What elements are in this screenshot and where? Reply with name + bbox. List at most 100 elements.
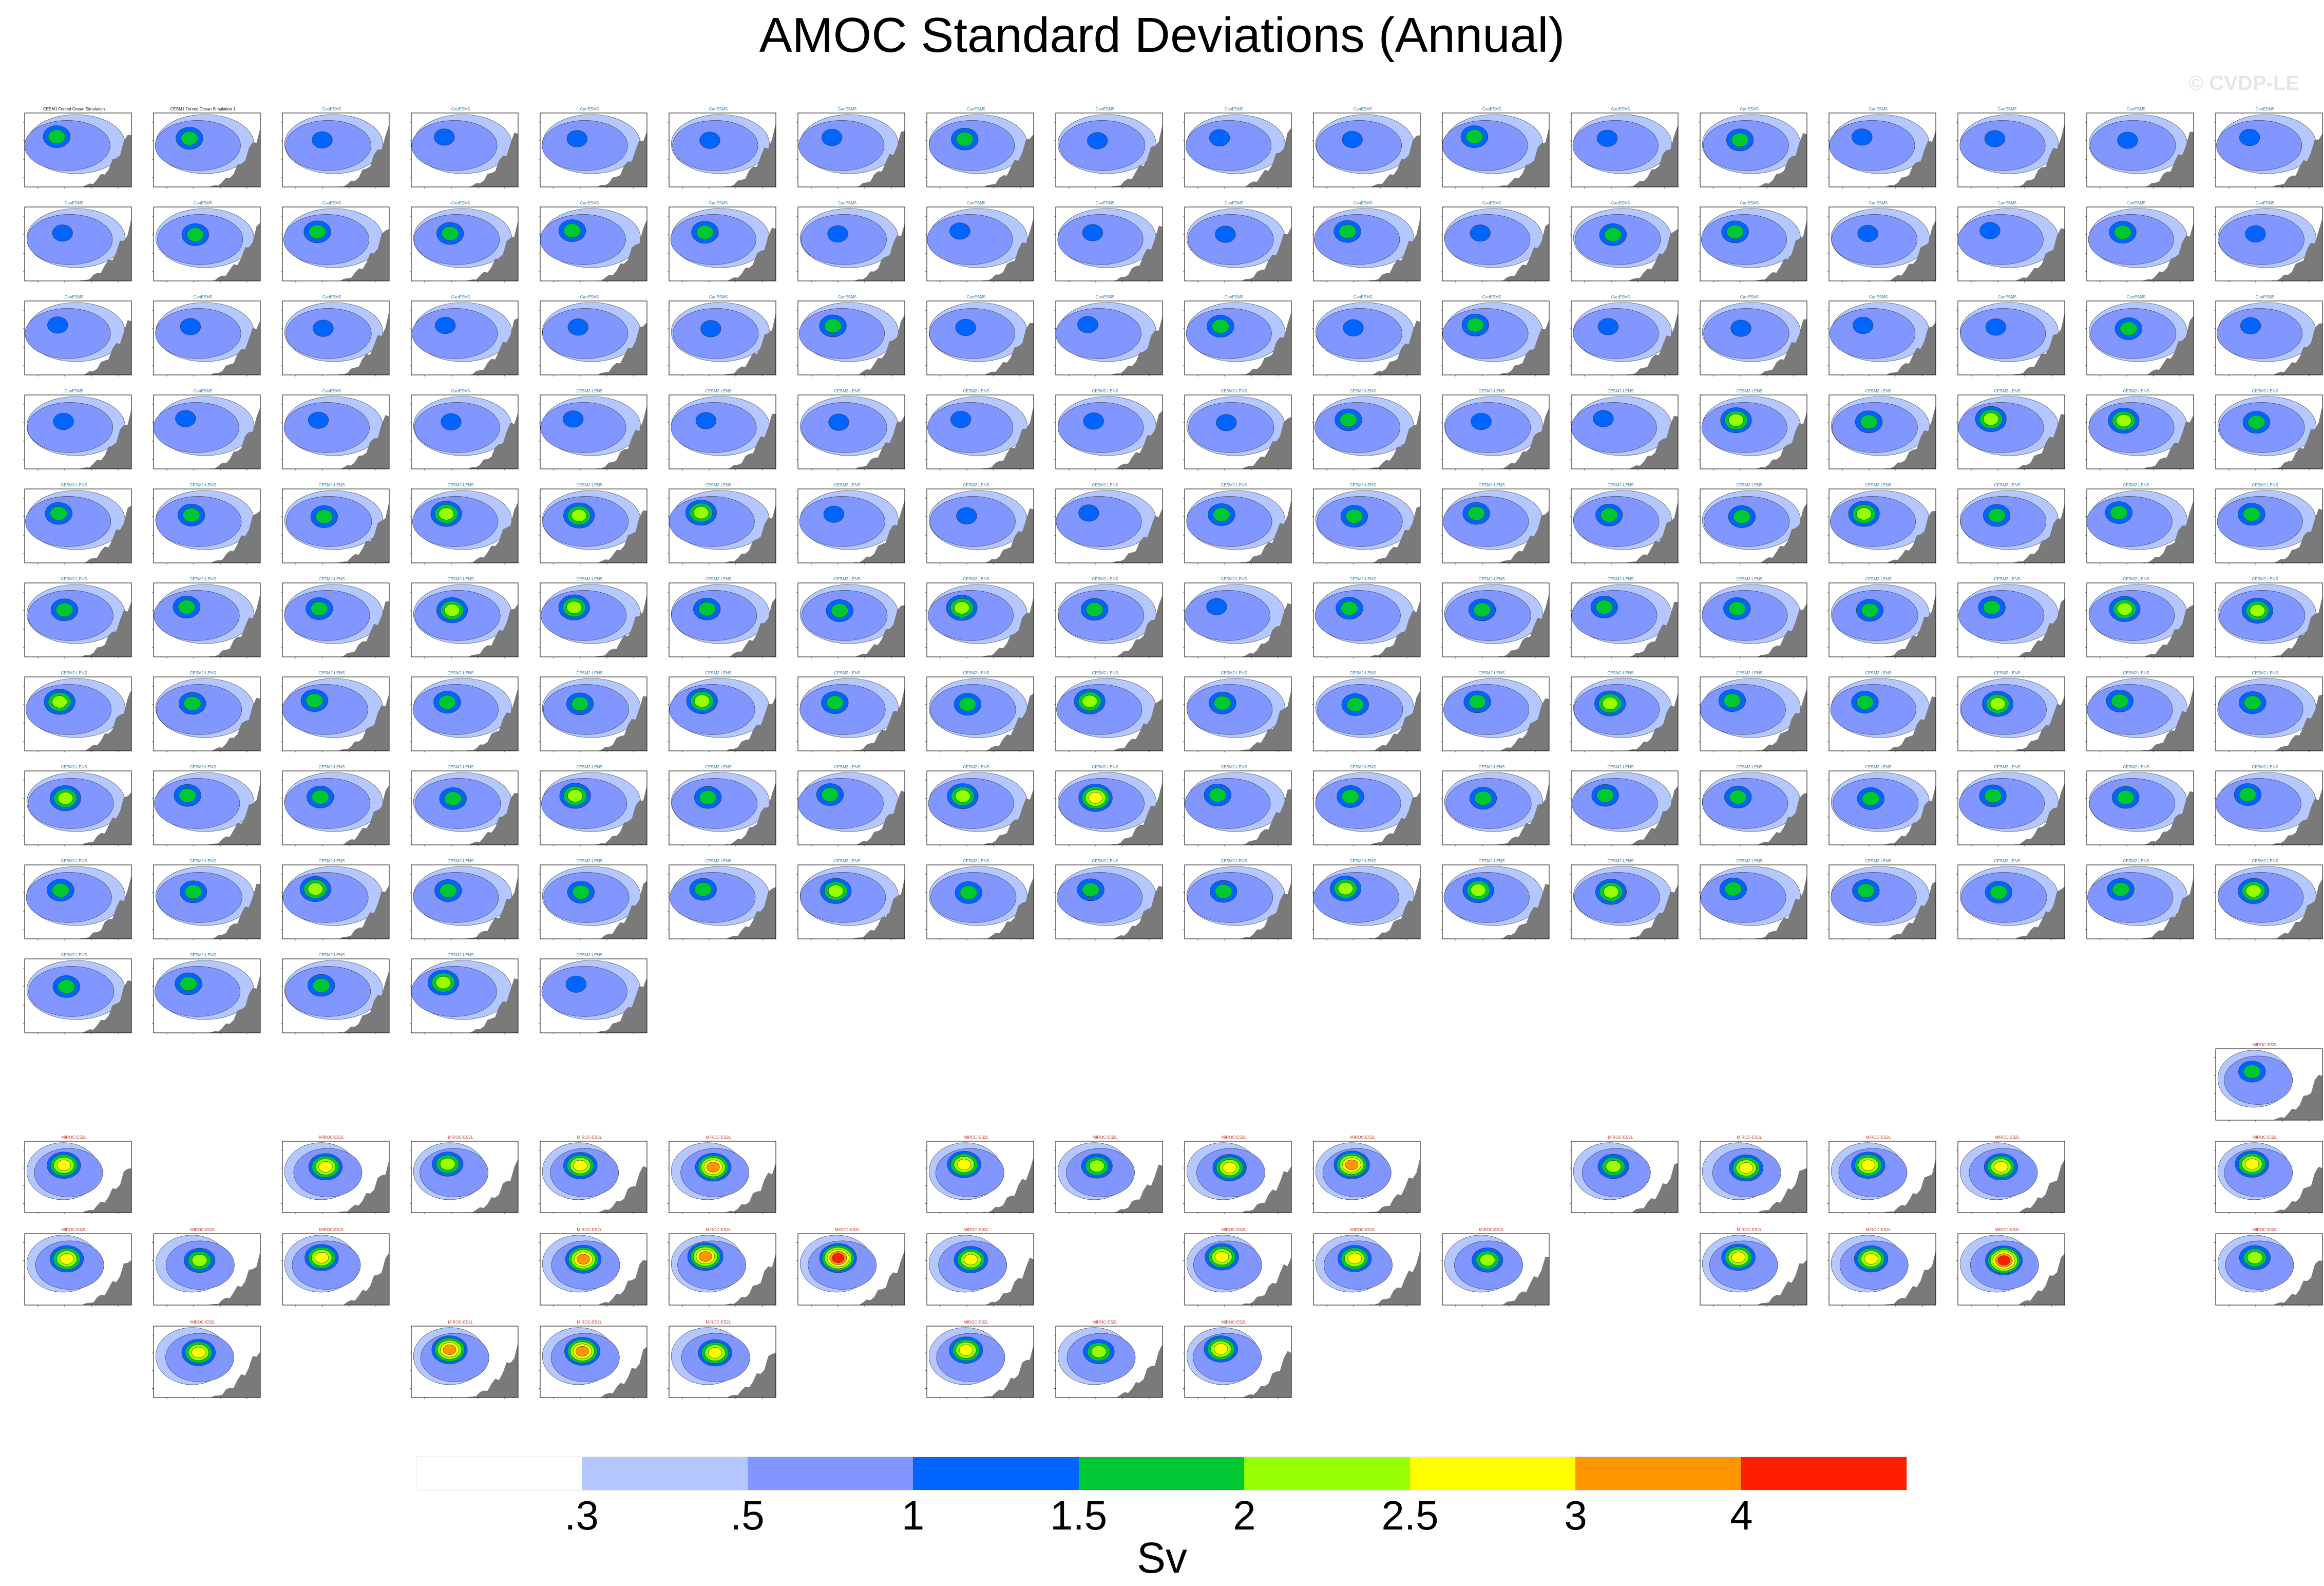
bathymetry [980,323,1034,375]
bathymetry [207,883,260,939]
contour-level [155,308,241,359]
bathymetry [2269,405,2322,469]
contour-level [175,410,196,427]
contour-level [1573,308,1659,359]
contour-level [282,684,368,735]
panel-title: CanESM5 [1611,295,1630,299]
panel-plot [23,1141,132,1214]
contour-level [178,599,196,614]
contour-level [1958,590,2045,641]
amoc-panel: CESM2-LENS [530,859,649,946]
contour-level [2245,884,2261,898]
contour-level [58,979,75,994]
contour-level [540,214,626,265]
amoc-panel: CESM2-LENS [401,765,520,852]
bathymetry [1496,407,1549,469]
bathymetry [2011,1253,2065,1305]
amoc-panel: CESM2-LENS [1690,389,1809,476]
panel-title: CESM2-LENS [705,671,732,675]
colorbar-swatch [913,1457,1079,1490]
amoc-panel: CanESM5 [401,295,520,382]
panel-plot [539,676,647,752]
panel-plot [23,300,132,376]
amoc-panel: CESM2-LENS [2077,389,2196,476]
panel-plot [925,394,1034,470]
bathymetry [336,693,389,751]
panel-plot [23,394,132,470]
contour-level [55,602,73,617]
bathymetry [2011,123,2065,187]
contour-level [1082,695,1098,708]
panel-plot [668,206,776,282]
panel-plot [1827,1233,1936,1307]
panel-plot [1699,1233,1807,1307]
contour-level [1731,1252,1746,1263]
panel-title: CanESM5 [451,107,470,111]
contour-level [572,885,590,900]
contour-level [573,1160,587,1172]
contour-level [1213,695,1231,710]
amoc-panel: MIROC-ES2L [1045,1135,1165,1220]
amoc-panel: CESM2-LENS [2077,765,2196,852]
panel-title: CanESM5 [1224,201,1244,205]
panel-title: MIROC-ES2L [1221,1320,1247,1325]
colorbar-tick-label: 1.5 [1050,1493,1108,1538]
amoc-panel: CESM2-LENS [1819,859,1938,946]
contour-level [1340,412,1357,427]
panel-title: CanESM5 [1740,201,1759,205]
amoc-panel: CESM2-LENS [659,765,778,852]
panel-plot [410,1326,519,1399]
contour-level [954,601,970,614]
colorbar-tick-label: 2 [1233,1493,1256,1538]
bathymetry [78,875,131,939]
panel-plot [2214,112,2323,188]
bathymetry [78,505,131,563]
panel-title: CanESM5 [2255,201,2275,205]
bathymetry [594,405,647,469]
bathymetry [2011,598,2065,657]
contour-level [1442,308,1529,359]
bathymetry [722,1254,776,1305]
panel-plot [152,394,261,470]
contour-level [1212,507,1230,522]
amoc-panel: MIROC-ES2L [530,1228,649,1312]
bathymetry [1882,322,1936,375]
contour-level [1700,684,1786,735]
colorbar-tick-label: .5 [730,1493,765,1538]
bathymetry [851,500,905,563]
panel-plot [410,488,519,564]
bathymetry [78,601,131,657]
panel-plot [23,864,132,940]
contour-level [441,413,462,430]
amoc-panel: CESM2-LENS [1432,765,1551,852]
contour-level [1857,883,1875,898]
colorbar-swatch [1741,1457,1907,1490]
amoc-panel: CESM2-LENS [1432,859,1551,946]
panel-plot [1054,300,1163,376]
contour-level [1347,1253,1362,1264]
contour-level [2112,882,2130,897]
bathymetry [207,407,260,469]
panel-title: CESM2-LENS [1221,671,1247,675]
amoc-panel: CESM2-LENS [2205,765,2324,852]
contour-level [670,872,756,923]
panel-title: CanESM5 [322,295,341,299]
amoc-panel: CanESM5 [401,389,520,476]
panel-plot [539,394,647,470]
panel-plot [1956,394,2065,470]
contour-level [2247,415,2265,430]
bathymetry [336,311,389,375]
amoc-panel: MIROC-ES2L [659,1228,778,1312]
contour-level [24,120,110,171]
bathymetry [1238,127,1291,187]
contour-level [2087,872,2174,923]
panel-title: CESM2-LENS [1607,765,1634,769]
amoc-panel: CESM2-LENS [1819,389,1938,476]
contour-level [308,882,323,896]
bathymetry [1238,603,1291,657]
contour-level [1082,224,1103,241]
bathymetry [594,1166,647,1213]
panel-title: CESM2-LENS [705,765,732,769]
bathymetry [594,1259,647,1306]
panel-plot [1312,112,1421,188]
